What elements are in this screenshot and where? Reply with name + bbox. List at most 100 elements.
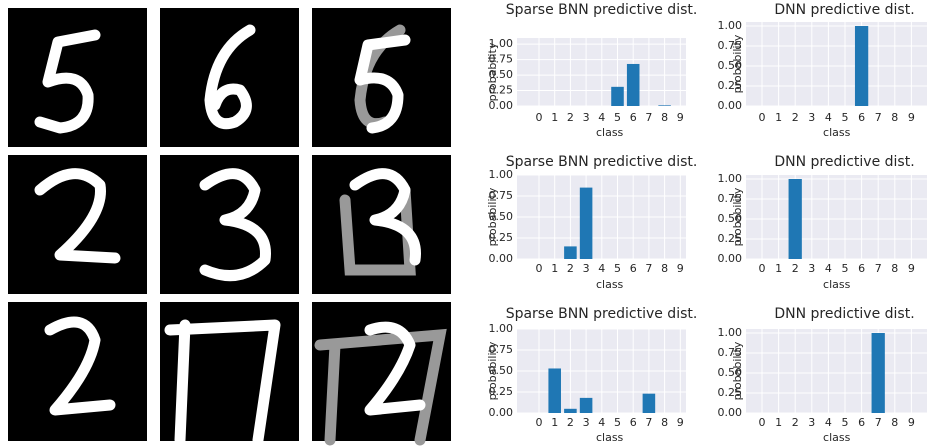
- x-tick-label: 8: [661, 262, 668, 275]
- bar: [872, 333, 885, 413]
- x-tick-label: 3: [583, 262, 590, 275]
- y-axis-label: probability: [731, 34, 744, 93]
- x-tick-label: 5: [614, 111, 621, 124]
- x-tick-label: 1: [551, 416, 558, 429]
- bar: [789, 179, 802, 259]
- x-tick-label: 9: [908, 262, 915, 275]
- x-axis-label: class: [823, 431, 851, 444]
- y-axis-label: probability: [731, 187, 744, 246]
- plot-area: [746, 22, 927, 106]
- bar: [564, 246, 577, 259]
- x-tick-label: 3: [808, 262, 815, 275]
- x-tick-label: 0: [759, 416, 766, 429]
- y-tick-label: 0.00: [489, 252, 514, 265]
- x-tick-label: 6: [858, 262, 865, 275]
- x-tick-label: 4: [825, 262, 832, 275]
- x-tick-label: 5: [614, 416, 621, 429]
- x-tick-label: 8: [661, 111, 668, 124]
- bar: [564, 409, 577, 413]
- y-axis-label: probability: [486, 42, 499, 101]
- x-tick-label: 1: [775, 262, 782, 275]
- y-tick-label: 0.00: [718, 406, 743, 419]
- x-tick-label: 9: [908, 111, 915, 124]
- x-tick-label: 0: [759, 262, 766, 275]
- x-tick-label: 7: [875, 416, 882, 429]
- x-tick-label: 9: [677, 262, 684, 275]
- x-tick-label: 2: [567, 262, 574, 275]
- bar: [658, 105, 671, 106]
- figure: 0.000.250.500.751.000123456789Sparse BNN…: [0, 0, 927, 448]
- x-tick-label: 6: [858, 111, 865, 124]
- x-tick-label: 5: [842, 111, 849, 124]
- x-tick-label: 0: [536, 416, 543, 429]
- chart-title: DNN predictive dist.: [774, 306, 914, 322]
- y-axis-label: probability: [486, 187, 499, 246]
- x-tick-label: 4: [825, 111, 832, 124]
- x-tick-label: 5: [842, 262, 849, 275]
- x-tick-label: 2: [792, 416, 799, 429]
- x-tick-label: 9: [677, 416, 684, 429]
- y-tick-label: 0.00: [718, 99, 743, 112]
- y-axis-label: probability: [486, 341, 499, 400]
- x-tick-label: 1: [775, 111, 782, 124]
- x-tick-label: 0: [536, 262, 543, 275]
- x-tick-label: 6: [630, 111, 637, 124]
- bar: [580, 188, 593, 259]
- x-tick-label: 6: [630, 416, 637, 429]
- x-axis-label: class: [596, 126, 624, 139]
- bar: [611, 87, 624, 106]
- bar: [548, 368, 561, 413]
- x-tick-label: 4: [598, 416, 605, 429]
- y-tick-label: 0.00: [489, 406, 514, 419]
- x-tick-label: 9: [677, 111, 684, 124]
- x-tick-label: 2: [792, 111, 799, 124]
- x-tick-label: 0: [759, 111, 766, 124]
- x-tick-label: 7: [645, 111, 652, 124]
- x-tick-label: 6: [630, 262, 637, 275]
- x-tick-label: 4: [598, 262, 605, 275]
- x-tick-label: 8: [661, 416, 668, 429]
- x-tick-label: 2: [792, 262, 799, 275]
- x-tick-label: 1: [551, 111, 558, 124]
- x-tick-label: 7: [875, 111, 882, 124]
- x-tick-label: 0: [536, 111, 543, 124]
- x-tick-label: 1: [551, 262, 558, 275]
- chart-title: DNN predictive dist.: [774, 2, 914, 18]
- x-tick-label: 7: [645, 262, 652, 275]
- chart-title: Sparse BNN predictive dist.: [506, 2, 698, 18]
- y-tick-label: 1.00: [718, 326, 743, 339]
- x-tick-label: 4: [825, 416, 832, 429]
- x-axis-label: class: [823, 126, 851, 139]
- x-tick-label: 4: [598, 111, 605, 124]
- plot-area: [746, 175, 927, 259]
- x-tick-label: 3: [808, 111, 815, 124]
- y-tick-label: 0.00: [718, 252, 743, 265]
- y-tick-label: 1.00: [489, 322, 514, 335]
- x-tick-label: 3: [808, 416, 815, 429]
- chart-title: Sparse BNN predictive dist.: [506, 306, 698, 322]
- x-axis-label: class: [596, 431, 624, 444]
- x-tick-label: 7: [645, 416, 652, 429]
- x-tick-label: 5: [614, 262, 621, 275]
- x-tick-label: 6: [858, 416, 865, 429]
- bar: [643, 394, 656, 413]
- y-axis-label: probability: [731, 341, 744, 400]
- plot-area: [746, 329, 927, 413]
- x-tick-label: 2: [567, 111, 574, 124]
- bar: [855, 26, 868, 106]
- x-tick-label: 7: [875, 262, 882, 275]
- x-tick-label: 9: [908, 416, 915, 429]
- digit-images: [8, 8, 451, 441]
- chart-title: DNN predictive dist.: [774, 154, 914, 170]
- x-tick-label: 8: [891, 262, 898, 275]
- y-tick-label: 1.00: [718, 19, 743, 32]
- x-tick-label: 5: [842, 416, 849, 429]
- x-tick-label: 8: [891, 416, 898, 429]
- chart-title: Sparse BNN predictive dist.: [506, 154, 698, 170]
- x-axis-label: class: [596, 278, 624, 291]
- x-tick-label: 3: [583, 111, 590, 124]
- x-tick-label: 3: [583, 416, 590, 429]
- bar: [580, 398, 593, 413]
- bar: [627, 64, 640, 106]
- x-tick-label: 2: [567, 416, 574, 429]
